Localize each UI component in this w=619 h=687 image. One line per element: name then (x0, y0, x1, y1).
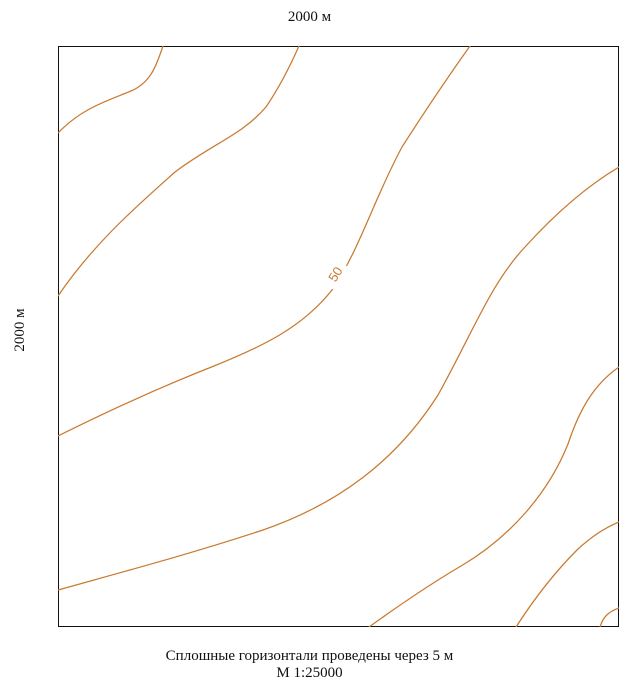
contour-line-lower-middle (58, 166, 619, 591)
map-scale-note: М 1:25000 (276, 665, 343, 681)
side-distance-label: 2000 м (12, 308, 28, 352)
map-border (58, 46, 619, 627)
contour-label-mask (317, 256, 353, 293)
contour-value-label: 50 (325, 264, 345, 284)
map-note: Сплошные горизонтали проведены через 5 м… (0, 648, 619, 682)
contour-value-label-group: 50 (317, 256, 353, 293)
topographic-map-frame: 50 (58, 46, 619, 627)
contour-line-corner-small (599, 607, 619, 627)
contour-line-top-left (58, 46, 164, 134)
contour-line-central (58, 46, 471, 437)
contour-line-lower-right (368, 366, 619, 627)
top-distance-label: 2000 м (287, 9, 332, 25)
contour-line-upper-left (58, 46, 300, 297)
contour-line-bottom-right (515, 521, 619, 627)
contour-interval-note: Сплошные горизонтали проведены через 5 м (165, 648, 454, 664)
contour-map: 50 (58, 46, 619, 627)
